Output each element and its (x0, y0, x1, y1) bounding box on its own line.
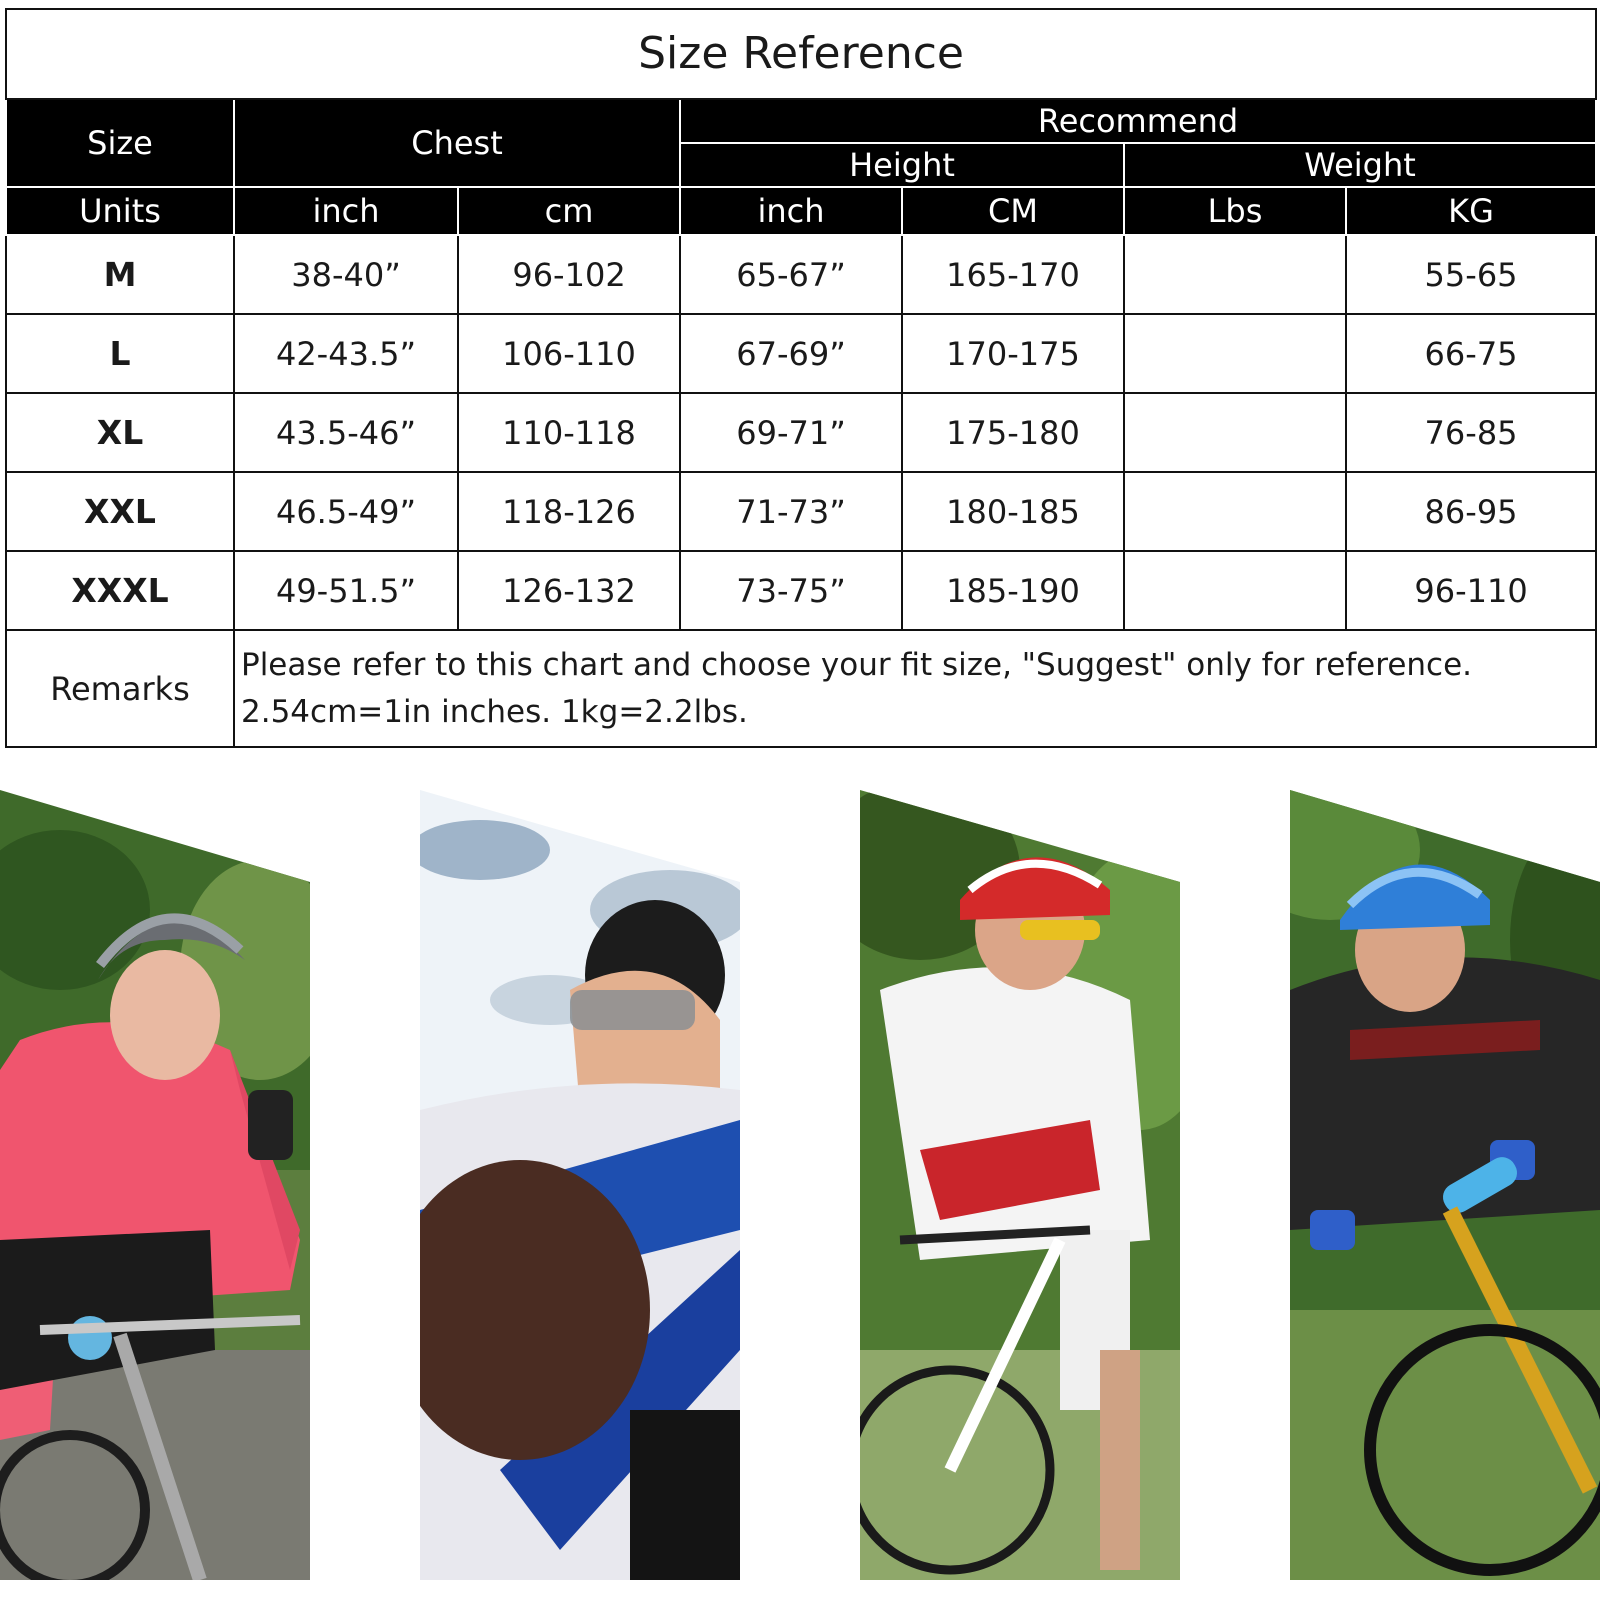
height-inch-cell: 65-67” (679, 234, 903, 315)
unit-chest-cm: cm (457, 186, 681, 236)
chest-cm-cell: 118-126 (457, 471, 681, 552)
weight-kg-cell: 55-65 (1344, 234, 1598, 315)
chest-inch-cell: 42-43.5” (233, 313, 459, 394)
unit-chest-inch: inch (233, 186, 459, 236)
chest-inch-cell: 46.5-49” (233, 471, 459, 552)
weight-kg-cell: 86-95 (1344, 471, 1598, 552)
height-cm-cell: 175-180 (901, 392, 1125, 473)
weight-lbs-cell (1123, 471, 1347, 552)
height-header: Height (679, 142, 1125, 188)
chest-cm-cell: 126-132 (457, 550, 681, 631)
weight-lbs-cell (1123, 392, 1347, 473)
size-cell: M (5, 234, 235, 315)
remarks-row: Remarks Please refer to this chart and c… (5, 629, 1598, 748)
chest-cm-cell: 110-118 (457, 392, 681, 473)
cyclist-sky-portrait-photo (420, 790, 740, 1580)
table-row: XL 43.5-46” 110-118 69-71” 175-180 76-85 (5, 392, 1598, 473)
chest-cm-cell: 106-110 (457, 313, 681, 394)
weight-kg-cell: 96-110 (1344, 550, 1598, 631)
photo-strip (0, 790, 1600, 1590)
weight-lbs-cell (1123, 234, 1347, 315)
weight-lbs-cell (1123, 313, 1347, 394)
weight-lbs-cell (1123, 550, 1347, 631)
chest-inch-cell: 49-51.5” (233, 550, 459, 631)
size-header: Size (5, 98, 235, 188)
size-cell: XL (5, 392, 235, 473)
chest-cm-cell: 96-102 (457, 234, 681, 315)
height-cm-cell: 180-185 (901, 471, 1125, 552)
unit-weight-kg: KG (1344, 186, 1598, 236)
weight-kg-cell: 76-85 (1344, 392, 1598, 473)
remarks-text: Please refer to this chart and choose yo… (232, 629, 1598, 748)
height-cm-cell: 165-170 (901, 234, 1125, 315)
size-reference-table: Size Reference Size Chest Recommend Heig… (4, 8, 1598, 748)
height-inch-cell: 73-75” (679, 550, 903, 631)
remarks-line-1: Please refer to this chart and choose yo… (241, 646, 1473, 683)
recommend-header: Recommend (678, 98, 1598, 144)
unit-weight-lbs: Lbs (1123, 186, 1347, 236)
size-cell: L (5, 313, 235, 394)
chest-inch-cell: 38-40” (233, 234, 459, 315)
chest-header: Chest (233, 98, 681, 188)
size-cell: XXL (5, 471, 235, 552)
size-cell: XXXL (5, 550, 235, 631)
table-title: Size Reference (4, 8, 1598, 100)
chest-inch-cell: 43.5-46” (233, 392, 459, 473)
table-row: L 42-43.5” 106-110 67-69” 170-175 66-75 (5, 313, 1598, 394)
height-inch-cell: 71-73” (679, 471, 903, 552)
weight-kg-cell: 66-75 (1344, 313, 1598, 394)
cyclist-pink-jacket-photo (0, 790, 310, 1580)
remarks-label: Remarks (5, 629, 235, 748)
table-row: M 38-40” 96-102 65-67” 165-170 55-65 (5, 234, 1598, 315)
unit-height-inch: inch (679, 186, 903, 236)
height-cm-cell: 185-190 (901, 550, 1125, 631)
height-inch-cell: 69-71” (679, 392, 903, 473)
mountain-biker-blue-helmet-photo (1290, 790, 1600, 1580)
unit-height-cm: CM (901, 186, 1125, 236)
units-label: Units (5, 186, 235, 236)
remarks-line-2: 2.54cm=1in inches. 1kg=2.2lbs. (241, 693, 748, 730)
table-row: XXXL 49-51.5” 126-132 73-75” 185-190 96-… (5, 550, 1598, 631)
height-inch-cell: 67-69” (679, 313, 903, 394)
table-row: XXL 46.5-49” 118-126 71-73” 180-185 86-9… (5, 471, 1598, 552)
road-cyclist-red-helmet-photo (860, 790, 1180, 1580)
height-cm-cell: 170-175 (901, 313, 1125, 394)
weight-header: Weight (1122, 142, 1598, 188)
